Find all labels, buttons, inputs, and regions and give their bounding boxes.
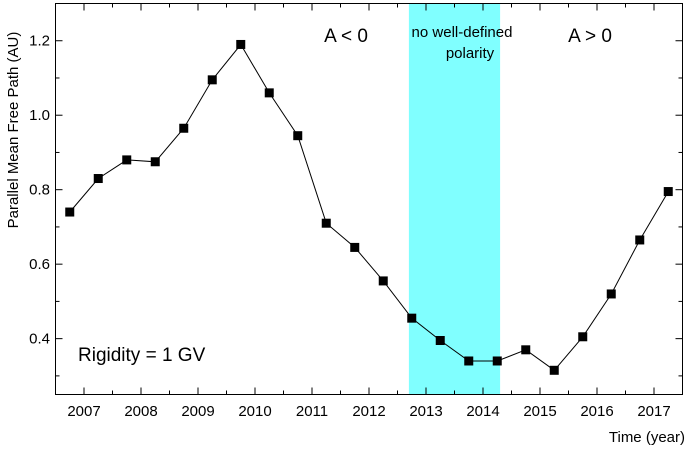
x-tick-label: 2013 <box>409 403 442 420</box>
annotation-a-negative: A < 0 <box>324 26 368 47</box>
data-point <box>207 75 217 85</box>
data-point <box>179 123 189 133</box>
x-tick-label: 2007 <box>67 403 100 420</box>
data-point <box>435 336 445 346</box>
data-point <box>150 157 160 167</box>
y-tick-label: 1.2 <box>29 33 50 50</box>
data-point <box>264 88 274 98</box>
data-point <box>65 207 75 217</box>
y-axis-title: Parallel Mean Free Path (AU) <box>5 32 22 229</box>
data-point <box>236 39 246 49</box>
data-point <box>93 174 103 184</box>
x-tick-label: 2011 <box>296 403 328 420</box>
data-point <box>549 365 559 375</box>
data-point <box>350 242 360 252</box>
x-tick-labels: 2007 2008 2009 2010 2011 2012 2013 2014 2015 2016… <box>67 403 670 420</box>
annotation-rigidity: Rigidity = 1 GV <box>78 345 206 366</box>
data-point <box>378 276 388 286</box>
data-point <box>663 187 673 197</box>
x-tick-label: 2017 <box>637 403 670 420</box>
y-tick-label: 0.4 <box>29 331 50 348</box>
shaded-region-label-line2: polarity <box>446 45 495 62</box>
x-axis-title: Time (year) <box>609 429 685 446</box>
data-point <box>606 289 616 299</box>
shaded-region-label-line1: no well-defined <box>412 24 513 41</box>
data-point <box>293 131 303 141</box>
data-point <box>635 235 645 245</box>
data-point <box>492 356 502 366</box>
x-tick-label: 2015 <box>523 403 556 420</box>
data-point <box>407 313 417 323</box>
data-point <box>464 356 474 366</box>
x-tick-label: 2008 <box>124 403 157 420</box>
series-line <box>69 43 669 371</box>
data-point <box>521 345 531 355</box>
annotation-a-positive: A > 0 <box>568 26 612 47</box>
data-point <box>321 218 331 228</box>
x-tick-label: 2014 <box>466 403 499 420</box>
y-tick-label: 0.8 <box>29 182 50 199</box>
y-tick-label: 1.0 <box>29 107 50 124</box>
y-tick-labels: 0.4 0.6 0.8 1.0 1.2 <box>29 33 50 348</box>
x-tick-label: 2009 <box>181 403 214 420</box>
data-point <box>578 332 588 342</box>
shaded-region-no-polarity <box>408 3 501 395</box>
series-markers <box>65 39 673 375</box>
plot-frame <box>55 3 683 395</box>
x-tick-label: 2012 <box>352 403 385 420</box>
data-point <box>122 155 132 165</box>
x-tick-label: 2016 <box>580 403 613 420</box>
y-tick-label: 0.6 <box>29 256 50 273</box>
x-tick-label: 2010 <box>238 403 271 420</box>
